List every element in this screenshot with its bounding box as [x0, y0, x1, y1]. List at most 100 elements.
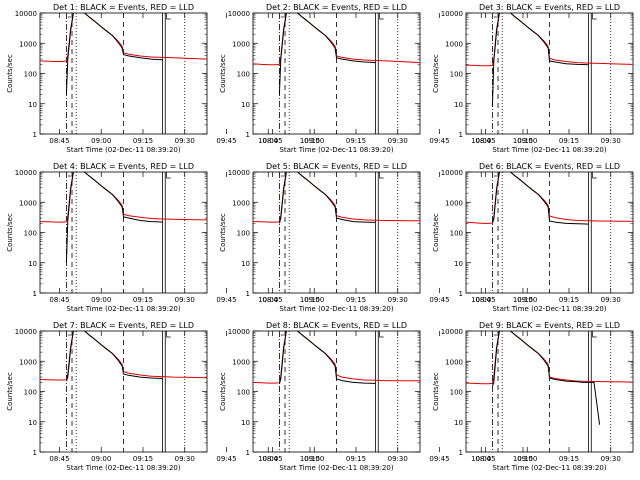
x-tick-label: 09:45: [429, 455, 449, 463]
y-tick-label: 10000: [15, 169, 37, 177]
x-axis-label: Start Time (02-Dec-11 08:39:20): [279, 146, 393, 154]
x-tick-label: 09:45: [429, 296, 449, 304]
chart-panel-6: Det 6: BLACK = Events, RED = LLD 1 10 100 10…: [432, 162, 634, 313]
x-tick-label: 10:15: [300, 137, 320, 145]
x-axis-label: Start Time (02-Dec-11 08:39:20): [279, 464, 393, 472]
chart-title: Det 6: BLACK = Events, RED = LLD: [479, 162, 620, 171]
chart-title: Det 7: BLACK = Events, RED = LLD: [53, 321, 194, 330]
y-tick-label: 1000: [232, 40, 250, 48]
x-tick-label: 09:15: [559, 455, 579, 463]
x-tick-label: 09:15: [133, 296, 153, 304]
chart-title: Det 2: BLACK = Events, RED = LLD: [266, 3, 407, 12]
x-tick-label: 10:15: [513, 296, 533, 304]
y-tick-label: 1: [246, 449, 250, 457]
y-tick-label: 1000: [445, 40, 463, 48]
chart-panel-8: Det 8: BLACK = Events, RED = LLD11010010…: [219, 321, 533, 472]
x-tick-label: 10:00: [471, 137, 491, 145]
y-tick-label: 1: [459, 131, 463, 139]
y-axis-label: Counts/sec: [6, 54, 14, 93]
y-tick-label: 1: [246, 131, 250, 139]
x-tick-label: 08:45: [49, 296, 69, 304]
y-tick-label: 10: [28, 419, 37, 427]
y-tick-label: 1000: [19, 40, 37, 48]
x-tick-label: 10:15: [513, 455, 533, 463]
x-tick-label: 09:30: [601, 455, 621, 463]
series-line-events: [65, 172, 163, 263]
x-tick-label: 09:30: [388, 137, 408, 145]
y-tick-label: 100: [237, 230, 250, 238]
y-tick-label: 1000: [19, 358, 37, 366]
x-tick-label: 08:45: [262, 455, 282, 463]
x-tick-label: 10:00: [471, 296, 491, 304]
y-tick-label: 10000: [441, 169, 463, 177]
x-tick-label: 09:00: [517, 455, 537, 463]
interval-marker: [592, 331, 597, 338]
x-tick-label: 09:00: [304, 137, 324, 145]
y-tick-label: 10000: [441, 10, 463, 18]
x-axis-label: Start Time (02-Dec-11 08:39:20): [66, 146, 180, 154]
y-tick-label: 1000: [232, 199, 250, 207]
y-tick-label: 1: [246, 290, 250, 298]
x-tick-label: 09:15: [133, 137, 153, 145]
x-tick-label: 08:45: [262, 296, 282, 304]
chart-title: Det 5: BLACK = Events, RED = LLD: [266, 162, 407, 171]
y-tick-label: 100: [24, 230, 37, 238]
x-tick-label: 09:15: [346, 296, 366, 304]
x-axis-label: Start Time (02-Dec-11 08:39:20): [492, 146, 606, 154]
y-tick-label: 1: [33, 131, 37, 139]
x-tick-label: 08:45: [49, 455, 69, 463]
y-tick-label: 10000: [228, 169, 250, 177]
chart-title: Det 9: BLACK = Events, RED = LLD: [479, 321, 620, 330]
series-line-events: [65, 13, 163, 95]
x-tick-label: 10:00: [258, 137, 278, 145]
interval-marker: [379, 172, 384, 179]
series-line-lld: [466, 172, 633, 224]
y-axis-label: Counts/sec: [432, 213, 440, 252]
chart-panel-1: Det 1: BLACK = Events, RED = LLD11010010…: [6, 3, 320, 154]
y-tick-label: 100: [450, 230, 463, 238]
y-tick-label: 10: [454, 419, 463, 427]
y-tick-label: 10000: [15, 328, 37, 336]
y-axis-label: Counts/sec: [6, 213, 14, 252]
y-tick-label: 100: [237, 71, 250, 79]
chart-title: Det 8: BLACK = Events, RED = LLD: [266, 321, 407, 330]
series-line-events: [278, 172, 376, 224]
y-tick-label: 10: [241, 101, 250, 109]
interval-marker: [379, 13, 384, 20]
series-line-events: [65, 331, 163, 382]
x-tick-label: 10:00: [258, 296, 278, 304]
x-tick-label: 09:00: [304, 455, 324, 463]
y-tick-label: 1000: [19, 199, 37, 207]
y-tick-label: 1: [33, 449, 37, 457]
x-tick-label: 09:30: [388, 296, 408, 304]
x-tick-label: 09:15: [346, 137, 366, 145]
x-tick-label: 08:45: [475, 296, 495, 304]
y-tick-label: 10000: [228, 10, 250, 18]
chart-panel-2: Det 2: BLACK = Events, RED = LLD11010010…: [219, 3, 533, 154]
x-tick-label: 09:00: [91, 137, 111, 145]
series-line-events: [278, 13, 376, 95]
y-axis-label: Counts/sec: [219, 54, 227, 93]
y-axis-label: Counts/sec: [432, 372, 440, 411]
chart-panel-4: Det 4: BLACK = Events, RED = LLD11010010…: [6, 162, 320, 313]
x-tick-label: 10:00: [258, 455, 278, 463]
interval-marker: [592, 172, 597, 179]
x-tick-label: 09:00: [304, 296, 324, 304]
chart-title: Det 3: BLACK = Events, RED = LLD: [479, 3, 620, 12]
x-tick-label: 09:45: [216, 455, 236, 463]
y-tick-label: 100: [24, 389, 37, 397]
y-tick-label: 1: [33, 290, 37, 298]
y-tick-label: 10: [454, 260, 463, 268]
chart-panel-9: Det 9: BLACK = Events, RED = LLD 1 10 100 10…: [432, 321, 634, 472]
x-tick-label: 09:30: [601, 137, 621, 145]
y-tick-label: 10: [241, 260, 250, 268]
x-tick-label: 09:30: [601, 296, 621, 304]
x-axis-label: Start Time (02-Dec-11 08:39:20): [492, 464, 606, 472]
interval-marker: [166, 172, 171, 179]
x-tick-label: 08:45: [262, 137, 282, 145]
y-tick-label: 1000: [232, 358, 250, 366]
x-tick-label: 09:45: [216, 296, 236, 304]
interval-marker: [166, 13, 171, 20]
y-tick-label: 100: [24, 71, 37, 79]
y-tick-label: 10: [28, 260, 37, 268]
